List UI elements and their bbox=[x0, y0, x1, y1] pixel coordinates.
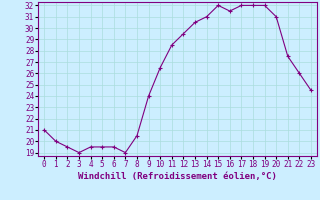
X-axis label: Windchill (Refroidissement éolien,°C): Windchill (Refroidissement éolien,°C) bbox=[78, 172, 277, 181]
